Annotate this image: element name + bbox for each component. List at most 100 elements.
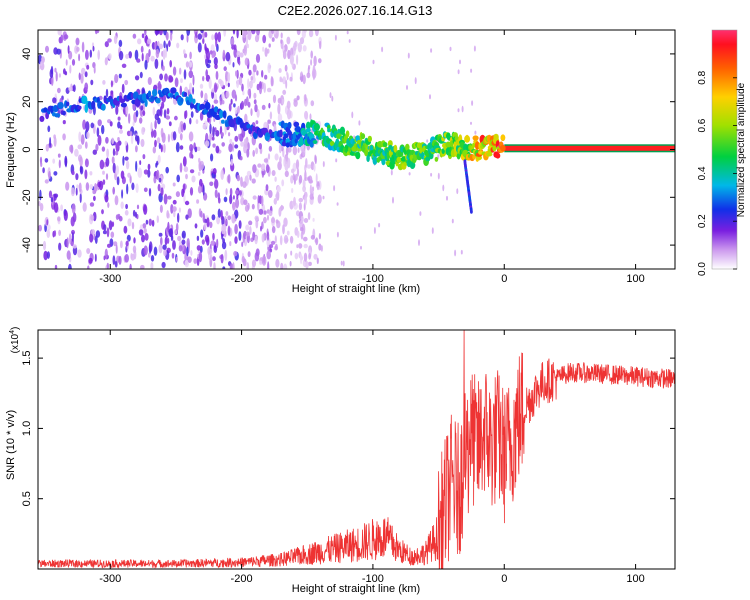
noise-blob <box>117 137 120 142</box>
noise-blob <box>209 221 213 228</box>
noise-blob <box>272 94 277 104</box>
noise-blob <box>90 79 94 86</box>
noise-blob <box>225 51 231 62</box>
noise-blob <box>139 117 143 124</box>
noise-blob <box>293 99 298 107</box>
noise-blob <box>115 142 120 150</box>
noise-blob <box>268 210 273 217</box>
noise-blob <box>183 53 188 59</box>
noise-blob <box>40 161 43 167</box>
noise-blob <box>118 39 123 48</box>
noise-blob <box>104 248 108 260</box>
noise-blob <box>221 223 226 235</box>
noise-blob <box>308 261 312 266</box>
noise-blob <box>76 46 80 52</box>
noise-blob <box>155 48 160 59</box>
noise-blob <box>273 123 277 133</box>
signal-blob <box>472 142 476 148</box>
noise-blob <box>118 50 124 61</box>
noise-blob <box>221 92 226 100</box>
noise-blob <box>252 164 257 174</box>
noise-blob <box>273 198 277 205</box>
noise-blob <box>214 32 219 41</box>
noise-blob <box>78 131 82 142</box>
noise-blob <box>246 231 250 237</box>
noise-blob <box>191 175 196 183</box>
noise-blob <box>230 37 235 46</box>
noise-blob <box>309 184 312 196</box>
noise-blob <box>235 70 238 77</box>
noise-blob <box>84 71 88 78</box>
noise-blob <box>267 214 269 221</box>
noise-blob <box>271 37 275 42</box>
noise-blob <box>194 223 198 229</box>
noise-blob <box>164 73 168 82</box>
signal-blob <box>114 100 120 106</box>
noise-blob <box>232 262 235 269</box>
noise-blob <box>64 155 68 167</box>
noise-blob <box>159 204 163 213</box>
noise-blob <box>164 236 168 246</box>
noise-blob <box>206 63 211 69</box>
noise-blob <box>209 123 212 134</box>
noise-blob <box>112 148 116 157</box>
noise-blob <box>180 78 183 83</box>
noise-blob <box>150 254 155 262</box>
noise-blob <box>247 142 250 151</box>
noise-blob <box>234 189 239 195</box>
noise-blob <box>172 131 177 141</box>
noise-blob <box>179 162 183 173</box>
noise-blob <box>240 100 245 110</box>
noise-blob <box>148 252 151 258</box>
noise-blob <box>217 31 221 43</box>
noise-blob <box>228 132 231 137</box>
colorbar-tick-label: 0.2 <box>697 214 708 228</box>
noise-blob <box>230 98 233 105</box>
noise-blob <box>278 68 282 73</box>
noise-blob <box>243 44 248 56</box>
noise-blob <box>165 115 171 120</box>
noise-blob <box>145 219 149 225</box>
noise-blob <box>160 187 164 196</box>
noise-blob <box>179 133 183 141</box>
noise-blob <box>143 245 148 256</box>
noise-blob <box>57 216 61 222</box>
noise-blob <box>261 104 266 110</box>
noise-blob <box>175 142 180 153</box>
noise-speck <box>280 204 283 212</box>
noise-blob <box>93 65 96 74</box>
noise-blob <box>85 182 90 191</box>
noise-blob <box>163 249 167 257</box>
noise-blob <box>267 62 271 74</box>
noise-blob <box>172 66 177 76</box>
noise-blob <box>319 40 322 50</box>
noise-blob <box>131 221 135 230</box>
noise-blob <box>105 173 109 181</box>
noise-blob <box>107 202 110 209</box>
spectrogram-y-axis-label: Frequency (Hz) <box>5 112 17 188</box>
noise-blob <box>132 120 135 127</box>
noise-blob <box>222 49 226 58</box>
noise-blob <box>108 220 113 231</box>
noise-blob <box>213 245 218 254</box>
noise-blob <box>224 249 228 261</box>
noise-blob <box>312 217 315 222</box>
signal-blob <box>57 102 64 109</box>
noise-blob <box>233 47 238 58</box>
noise-blob <box>260 225 262 232</box>
noise-blob <box>218 197 221 204</box>
noise-blob <box>141 52 144 62</box>
noise-blob <box>255 218 259 229</box>
noise-blob <box>311 186 315 192</box>
noise-blob <box>219 96 223 106</box>
noise-blob <box>63 210 68 221</box>
noise-blob <box>89 171 93 176</box>
noise-blob <box>268 102 271 109</box>
noise-blob <box>103 255 106 261</box>
noise-blob <box>275 219 279 224</box>
noise-blob <box>102 230 107 235</box>
noise-blob <box>185 173 188 180</box>
noise-blob <box>314 155 317 165</box>
noise-speck <box>346 30 349 35</box>
noise-blob <box>144 59 148 70</box>
